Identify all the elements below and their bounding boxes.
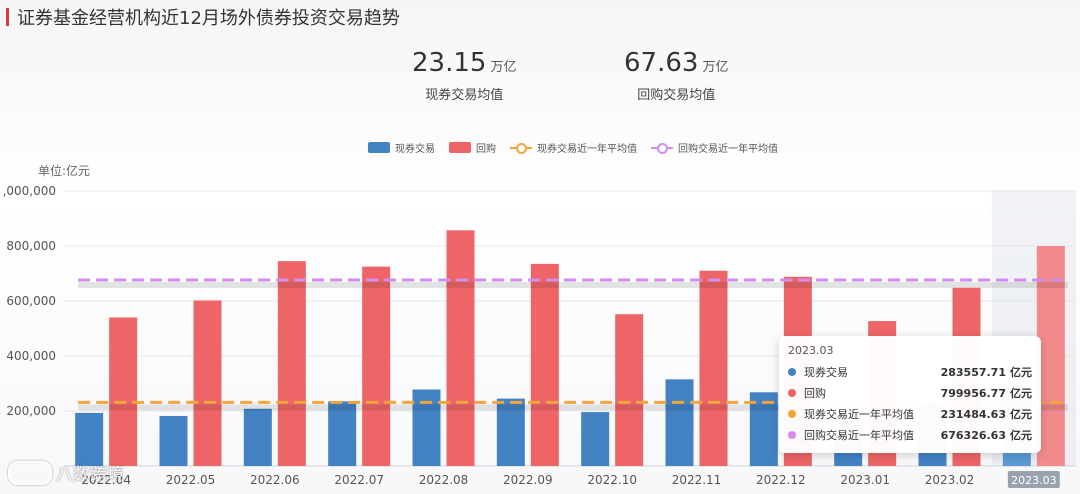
tooltip-series-name: 现券交易 [804,366,848,379]
legend-label: 现券交易 [395,144,435,155]
x-tick-label: 2022.05 [166,473,216,487]
x-tick-label: 2022.04 [81,473,131,487]
tooltip-row-repo-average: 回购交易近一年平均值 676326.63 亿元 [788,427,1032,443]
tooltip-dot [788,368,796,376]
title-accent-bar [6,8,9,26]
x-tick-label: 2022.09 [503,473,553,487]
y-axis-unit-label: 单位:亿元 [38,164,91,178]
x-tick-label: 2022.07 [334,473,384,487]
chart-legend: 现券交易 回购 现券交易近一年平均值 回购交易近一年平均值 [368,140,778,155]
kpi-spot-average: 23.15 万亿 现券交易均值 [412,48,516,103]
tooltip-series-name: 回购交易近一年平均值 [804,429,914,442]
bar-repo [362,266,391,466]
legend-line-marker [651,142,673,154]
kpi-unit: 万亿 [702,60,729,75]
x-tick-label: 2022.11 [672,473,722,487]
tooltip-title: 2023.03 [788,344,834,357]
kpi-unit: 万亿 [490,60,517,75]
y-tick-label: 400,000 [6,349,56,363]
x-tick-label: 2023.03 [1011,474,1057,487]
bar-repo [109,317,138,466]
tooltip-value: 676326.63 [940,428,1006,442]
legend-item-spot-average[interactable]: 现券交易近一年平均值 [510,140,637,155]
legend-item-repo[interactable]: 回购 [449,140,496,155]
tooltip-value: 283557.71 [940,365,1006,379]
bar-spot [75,412,104,466]
y-tick-label: 600,000 [6,294,56,308]
bar-repo [446,230,475,466]
x-tick-label: 2023.02 [925,473,975,487]
x-tick-label: 2022.08 [419,473,469,487]
bar-repo [1036,246,1065,466]
watermark: 八数跨境 [8,460,124,485]
kpi-label: 现券交易均值 [425,88,504,103]
bar-spot [243,408,272,466]
y-tick-label: 200,000 [6,404,56,418]
tooltip-series-name: 现券交易近一年平均值 [804,408,914,421]
chart-tooltip: 2023.03 现券交易 283557.71 亿元 回购 799956.77 亿… [779,336,1041,453]
x-tick-highlight-bg [1007,471,1060,488]
bar-spot [749,392,778,466]
tooltip-unit: 亿元 [1010,366,1032,379]
watermark-text: 八数跨境 [56,465,124,485]
bar-repo [615,314,644,466]
bar-spot [159,415,188,466]
bar-spot [581,412,610,466]
legend-label: 回购 [476,144,496,155]
tooltip-row-spot-average: 现券交易近一年平均值 231484.63 亿元 [788,406,1032,422]
tooltip-unit: 亿元 [1010,429,1032,442]
legend-line-marker [510,142,532,154]
tooltip-row-repo: 回购 799956.77 亿元 [788,385,1032,401]
bar-spot [665,379,694,466]
kpi-label: 回购交易均值 [637,88,716,103]
tooltip-value: 231484.63 [940,407,1006,421]
kpi-value: 67.63 [624,48,699,78]
kpi-repo-average: 67.63 万亿 回购交易均值 [624,48,728,103]
chart-header: 证券基金经营机构近12月场外债券投资交易趋势 [6,6,400,29]
legend-swatch [368,142,390,153]
bar-spot [328,401,357,466]
tooltip-series-name: 回购 [804,387,826,400]
x-tick-label: 2023.01 [840,473,890,487]
legend-swatch [449,142,471,153]
page-title: 证券基金经营机构近12月场外债券投资交易趋势 [17,8,400,29]
tooltip-dot [788,410,796,418]
bar-repo [699,270,728,466]
legend-label: 回购交易近一年平均值 [678,144,778,155]
bar-repo [277,261,306,466]
tooltip-row-spot: 现券交易 283557.71 亿元 [788,364,1032,380]
bar-spot [496,398,525,466]
tooltip-unit: 亿元 [1010,387,1032,400]
x-tick-label: 2022.06 [250,473,300,487]
legend-label: 现券交易近一年平均值 [537,144,637,155]
y-tick-label: ,000,000 [3,184,56,198]
legend-item-spot[interactable]: 现券交易 [368,140,435,155]
kpi-value: 23.15 [412,48,487,78]
x-tick-label: 2022.10 [587,473,637,487]
tooltip-unit: 亿元 [1010,408,1032,421]
y-tick-label: 800,000 [6,239,56,253]
tooltip-dot [788,389,796,397]
tooltip-value: 799956.77 [940,386,1006,400]
watermark-logo-icon [8,460,52,485]
x-tick-label: 2022.12 [756,473,806,487]
bar-repo [193,300,222,466]
bar-repo [530,263,559,466]
tooltip-dot [788,431,796,439]
legend-item-repo-average[interactable]: 回购交易近一年平均值 [651,140,778,155]
